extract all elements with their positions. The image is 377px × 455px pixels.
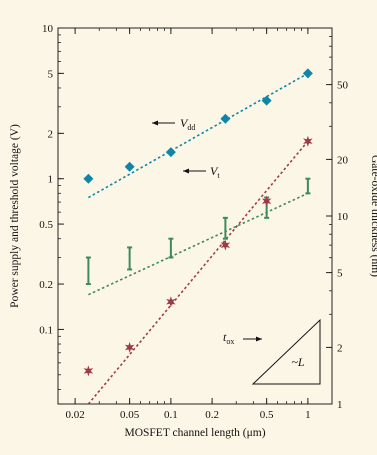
y2-tick-label: 5 <box>337 268 343 280</box>
tox-point <box>83 365 94 377</box>
y-tick-label: 0.5 <box>39 219 53 231</box>
tox-point <box>220 239 231 251</box>
vt-series-label: Vt <box>210 164 220 180</box>
y-tick-label: 0.1 <box>39 324 53 336</box>
x-tick-label: 0.2 <box>205 409 219 421</box>
vdd-point <box>83 173 94 184</box>
tox-trend-line <box>87 140 309 405</box>
vdd-point <box>220 113 231 124</box>
tox-point <box>124 341 135 353</box>
vt-trend-line <box>88 192 309 296</box>
vdd-point <box>124 161 135 172</box>
y-tick-label: 1 <box>48 174 54 186</box>
vdd-trend-line <box>87 72 309 199</box>
tox-point <box>303 135 313 147</box>
x-axis-label: MOSFET channel length (μm) <box>124 427 265 439</box>
y2-tick-label: 20 <box>337 154 349 166</box>
y-tick-label: 5 <box>48 68 54 80</box>
y2-tick-label: 1 <box>337 399 343 411</box>
y-tick-label: 2 <box>48 128 54 140</box>
y2-tick-label: 2 <box>337 342 343 354</box>
y2-axis-label: Gate-oxide thickness (nm) <box>369 155 377 277</box>
y2-tick-label: 10 <box>337 211 349 223</box>
slope-triangle <box>251 318 321 385</box>
x-tick-label: 1 <box>305 409 311 421</box>
tox-point <box>261 195 272 207</box>
y2-tick-label: 50 <box>337 80 349 92</box>
vt-label-arrow-head <box>183 168 189 174</box>
x-tick-label: 0.1 <box>164 409 178 421</box>
vdd-point <box>261 95 272 106</box>
vdd-label-arrow-head <box>152 120 158 126</box>
tox-series-label: tox <box>223 330 234 346</box>
tox-point <box>166 296 176 308</box>
x-tick-label: 0.05 <box>120 409 140 421</box>
x-tick-label: 0.5 <box>260 409 274 421</box>
y-tick-label: 10 <box>42 23 54 35</box>
x-tick-label: 0.02 <box>65 409 84 421</box>
slope-label: ~L <box>291 355 304 369</box>
vdd-series-label: Vdd <box>180 116 195 132</box>
y-axis-label: Power supply and threshold voltage (V) <box>9 124 21 308</box>
vdd-point <box>165 147 176 158</box>
y-tick-label: 0.2 <box>39 279 53 291</box>
vdd-point <box>302 68 313 79</box>
tox-label-arrow-head <box>256 336 262 342</box>
